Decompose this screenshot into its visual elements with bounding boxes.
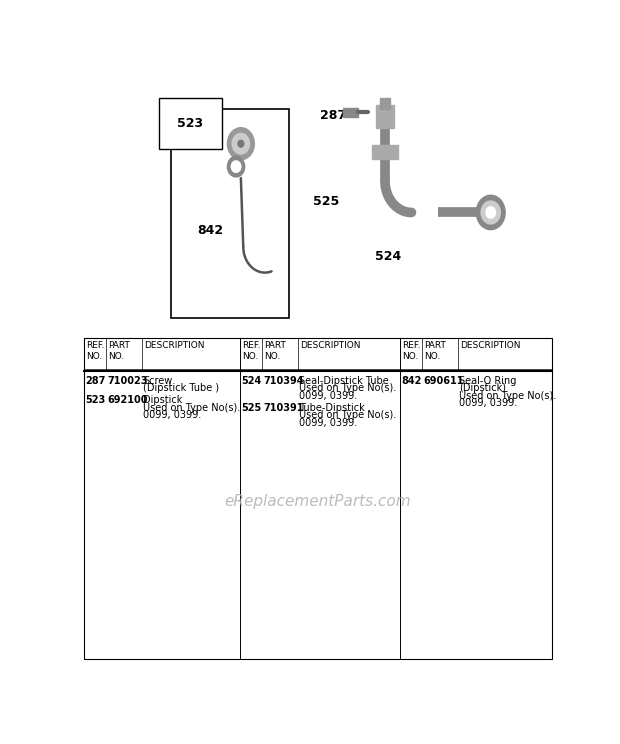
Text: REF.
NO.: REF. NO.: [402, 341, 421, 361]
Text: 690611: 690611: [423, 376, 464, 385]
Circle shape: [238, 141, 244, 147]
Text: 0099, 0399.: 0099, 0399.: [299, 417, 358, 428]
Text: Used on Type No(s).: Used on Type No(s).: [299, 410, 397, 420]
Text: 710394: 710394: [264, 376, 304, 385]
Text: DESCRIPTION: DESCRIPTION: [144, 341, 205, 350]
Text: 0099, 0399.: 0099, 0399.: [459, 398, 518, 408]
Text: (Dipstick): (Dipstick): [459, 383, 507, 393]
Text: Seal-O Ring: Seal-O Ring: [459, 376, 517, 385]
Circle shape: [486, 207, 495, 218]
Text: 523: 523: [85, 395, 105, 405]
Text: 525: 525: [313, 195, 339, 208]
Circle shape: [232, 133, 249, 154]
Text: 842: 842: [198, 224, 224, 237]
Text: PART
NO.: PART NO.: [425, 341, 446, 361]
Text: 710023: 710023: [107, 376, 148, 385]
Text: Dipstick: Dipstick: [143, 395, 183, 405]
Circle shape: [228, 128, 254, 160]
Text: 692100: 692100: [107, 395, 148, 405]
Bar: [84, 339, 552, 659]
Text: 524: 524: [241, 376, 262, 385]
Bar: [376, 106, 394, 128]
Circle shape: [476, 195, 505, 230]
Text: Screw: Screw: [143, 376, 172, 385]
Text: 525: 525: [241, 403, 262, 413]
Text: 710391: 710391: [264, 403, 304, 413]
Text: eReplacementParts.com: eReplacementParts.com: [224, 494, 411, 509]
Text: 287: 287: [85, 376, 105, 385]
Text: 524: 524: [376, 250, 402, 263]
Text: PART
NO.: PART NO.: [264, 341, 286, 361]
Text: Used on Type No(s).: Used on Type No(s).: [459, 391, 557, 400]
Circle shape: [481, 201, 500, 224]
Text: PART
NO.: PART NO.: [108, 341, 130, 361]
Text: 842: 842: [401, 376, 422, 385]
Text: 287: 287: [320, 109, 347, 122]
Bar: [371, 145, 399, 159]
Bar: [380, 98, 390, 109]
Text: Used on Type No(s).: Used on Type No(s).: [143, 403, 241, 413]
Text: Seal-Dipstick Tube: Seal-Dipstick Tube: [299, 376, 389, 385]
Text: DESCRIPTION: DESCRIPTION: [301, 341, 361, 350]
Circle shape: [231, 161, 241, 173]
Text: 0099, 0399.: 0099, 0399.: [299, 391, 358, 400]
Polygon shape: [343, 108, 358, 117]
Text: 523: 523: [177, 117, 203, 129]
Text: DESCRIPTION: DESCRIPTION: [461, 341, 521, 350]
Text: 0099, 0399.: 0099, 0399.: [143, 410, 202, 420]
Text: REF.
NO.: REF. NO.: [242, 341, 260, 361]
Text: Used on Type No(s).: Used on Type No(s).: [299, 383, 397, 393]
Bar: [171, 109, 289, 318]
Text: REF.
NO.: REF. NO.: [86, 341, 105, 361]
Text: Tube-Dipstick: Tube-Dipstick: [299, 403, 365, 413]
Circle shape: [228, 156, 245, 177]
Text: (Dipstick Tube ): (Dipstick Tube ): [143, 383, 219, 393]
